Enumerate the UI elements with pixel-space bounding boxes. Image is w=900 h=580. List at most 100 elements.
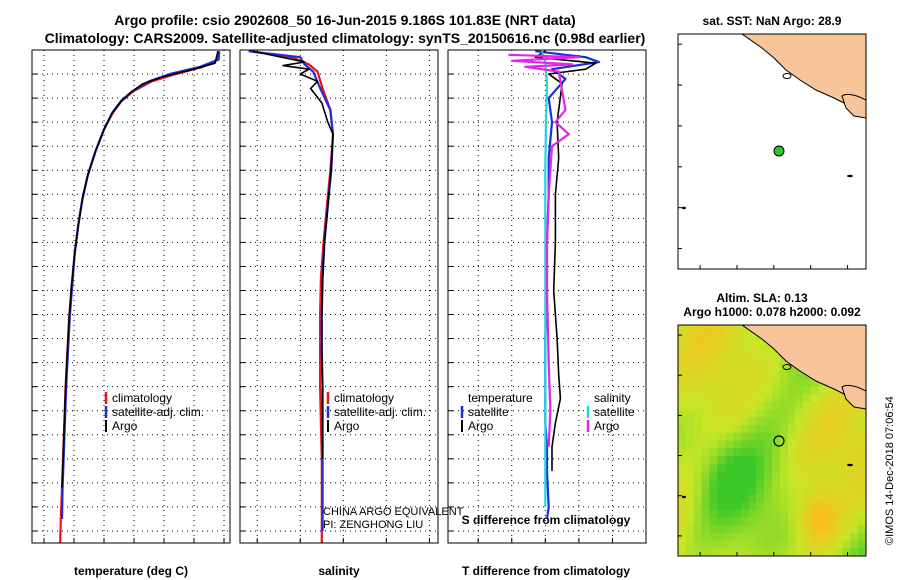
heatmap-cell <box>717 371 726 380</box>
heatmap-cell <box>850 486 859 495</box>
heatmap-cell <box>740 517 750 526</box>
heatmap-cell <box>787 409 797 418</box>
salinity-panel: salinity climatology satellite-adj. clim… <box>239 49 464 578</box>
heatmap-cell <box>787 509 797 519</box>
legend-title-salinity: salinity <box>594 391 631 405</box>
heatmap-cell <box>850 532 859 542</box>
heatmap-cell <box>811 479 820 488</box>
heatmap-cell <box>779 494 789 503</box>
heatmap-cell <box>779 502 789 511</box>
heatmap-cell <box>685 463 695 472</box>
heatmap-cell <box>764 371 773 380</box>
heatmap-cell <box>756 463 765 472</box>
island-outline <box>782 73 792 79</box>
heatmap-cell <box>819 402 828 411</box>
heatmap-cell <box>732 463 742 472</box>
heatmap-cell <box>740 486 750 495</box>
heatmap-cell <box>740 348 750 357</box>
heatmap-cell <box>709 486 718 495</box>
heatmap-cell <box>787 479 797 488</box>
heatmap-cell <box>740 409 750 418</box>
heatmap-cell <box>732 448 742 457</box>
heatmap-cell <box>740 425 750 434</box>
heatmap-cell <box>850 494 859 503</box>
heatmap-cell <box>842 494 851 503</box>
heatmap-cell <box>787 448 797 457</box>
heatmap-cell <box>795 448 804 457</box>
heatmap-cell <box>709 432 718 442</box>
island-christmas <box>847 463 853 467</box>
heatmap-cell <box>772 502 781 511</box>
heatmap-cell <box>701 502 710 511</box>
heatmap-cell <box>779 394 789 403</box>
heatmap-cell <box>678 348 687 357</box>
heatmap-cell <box>756 340 765 349</box>
series-line-argo <box>252 50 334 459</box>
heatmap-cell <box>779 432 789 442</box>
heatmap-cell <box>826 502 836 511</box>
heatmap-cell <box>819 471 828 480</box>
heatmap-cell <box>717 494 726 503</box>
heatmap-cell <box>725 417 734 426</box>
heatmap-cell <box>693 479 703 488</box>
heatmap-cell <box>787 455 797 465</box>
heatmap-cell <box>701 455 710 465</box>
heatmap-cell <box>709 509 718 519</box>
heatmap-cell <box>732 340 742 349</box>
legend-label-sal-satellite: satellite <box>594 405 635 419</box>
heatmap-cell <box>772 448 781 457</box>
heatmap-cell <box>748 471 757 480</box>
heatmap-cell <box>725 432 734 442</box>
heatmap-cell <box>693 432 703 442</box>
heatmap-cell <box>685 509 695 519</box>
heatmap-cell <box>701 348 710 357</box>
heatmap-cell <box>701 325 710 334</box>
heatmap-cell <box>858 509 866 519</box>
heatmap-cell <box>678 486 687 495</box>
heatmap-cell <box>693 394 703 403</box>
heatmap-cell <box>819 532 828 542</box>
heatmap-cell <box>678 463 687 472</box>
heatmap-cell <box>701 409 710 418</box>
heatmap-cell <box>803 409 812 418</box>
salinity-axes-frame <box>239 49 439 544</box>
heatmap-cell <box>693 409 703 418</box>
heatmap-cell <box>717 417 726 426</box>
figure-title-line1: Argo profile: csio 2902608_50 16-Jun-201… <box>114 12 575 28</box>
heatmap-cell <box>764 471 773 480</box>
heatmap-cell <box>779 517 789 526</box>
heatmap-cell <box>693 371 703 380</box>
heatmap-cell <box>772 409 781 418</box>
heatmap-cell <box>717 517 726 526</box>
heatmap-cell <box>717 463 726 472</box>
heatmap-cell <box>803 432 812 442</box>
heatmap-cell <box>834 486 844 495</box>
heatmap-cell <box>826 386 836 395</box>
heatmap-cell <box>725 402 734 411</box>
heatmap-cell <box>725 471 734 480</box>
heatmap-cell <box>732 440 742 449</box>
heatmap-cell <box>858 540 866 549</box>
legend-label-satellite-adj: satellite-adj. clim. <box>334 405 426 419</box>
heatmap-cell <box>772 386 781 395</box>
heatmap-cell <box>772 517 781 526</box>
heatmap-cell <box>779 448 789 457</box>
heatmap-cell <box>725 448 734 457</box>
heatmap-cell <box>685 332 695 341</box>
heatmap-cell <box>834 402 844 411</box>
heatmap-cell <box>850 463 859 472</box>
heatmap-cell <box>795 540 804 549</box>
heatmap-cell <box>850 409 859 418</box>
heatmap-cell <box>732 502 742 511</box>
heatmap-cell <box>685 502 695 511</box>
heatmap-cell <box>693 340 703 349</box>
difference-panel: T difference from climatology S differen… <box>447 49 647 578</box>
heatmap-cell <box>748 448 757 457</box>
heatmap-cell <box>795 440 804 449</box>
heatmap-cell <box>693 425 703 434</box>
heatmap-cell <box>732 378 742 388</box>
heatmap-cell <box>850 471 859 480</box>
heatmap-cell <box>787 517 797 526</box>
heatmap-cell <box>842 486 851 495</box>
heatmap-cell <box>795 417 804 426</box>
